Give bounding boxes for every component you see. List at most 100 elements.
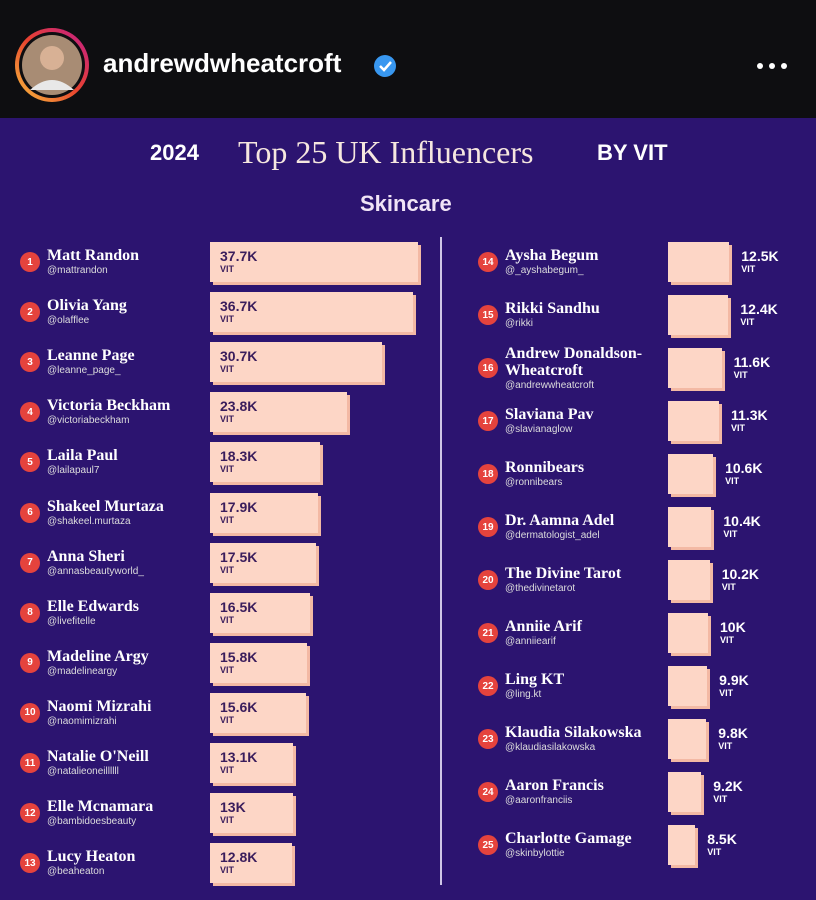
value-unit: VIT <box>220 865 235 876</box>
influencer-name: Leanne Page <box>47 347 135 365</box>
rank-badge: 7 <box>20 552 40 573</box>
value-unit: VIT <box>220 815 235 826</box>
rank-badge: 10 <box>20 702 40 723</box>
rank-badge: 15 <box>478 305 498 325</box>
influencer: Klaudia Silakowska @klaudiasilakowska <box>505 724 655 754</box>
influencer-name: Laila Paul <box>47 447 118 465</box>
influencer-handle: @shakeel.murtaza <box>47 515 131 527</box>
influencer-handle: @annasbeautyworld_ <box>47 565 144 577</box>
influencer-handle: @andrewwheatcroft <box>505 379 595 391</box>
bar <box>210 743 294 783</box>
rank-badge: 5 <box>20 452 40 473</box>
influencer-handle: @leanne_page_ <box>47 365 121 377</box>
value-unit: VIT <box>220 765 235 775</box>
value-unit: VIT <box>707 847 722 857</box>
value-label: 15.6K <box>220 698 258 715</box>
bar <box>668 295 729 335</box>
value-label: 18.3K <box>220 448 258 465</box>
influencer-name: Madeline Argy <box>47 647 149 665</box>
value-label: 12.5K <box>741 248 779 264</box>
value-unit: VIT <box>741 264 756 274</box>
value-unit: VIT <box>220 664 235 675</box>
more-options[interactable] <box>757 63 787 69</box>
bar <box>668 613 708 653</box>
influencer-handle: @_ayshabegum_ <box>505 265 584 276</box>
value-unit: VIT <box>720 635 735 645</box>
bar <box>210 242 418 282</box>
bar <box>210 442 320 483</box>
value-label: 10.6K <box>725 460 763 476</box>
influencer: Anna Sheri @annasbeautyworld_ <box>47 548 207 578</box>
influencer: Madeline Argy @madelineargy <box>47 648 207 678</box>
value-label: 16.5K <box>220 598 258 615</box>
rank-badge: 3 <box>20 352 40 373</box>
influencer-name: Aaron Francis <box>505 777 604 794</box>
influencer: Aysha Begum @_ayshabegum_ <box>505 247 655 277</box>
influencer-handle: @natalieoneillllll <box>47 766 119 777</box>
influencer-handle: @victoriabeckham <box>47 415 130 427</box>
byline: BY VIT <box>597 140 668 165</box>
influencer-handle: @olafflee <box>47 315 90 327</box>
influencer-name: Aysha Begum <box>505 247 599 264</box>
rank-badge: 20 <box>478 570 498 590</box>
value-unit: VIT <box>731 423 746 433</box>
value-unit: VIT <box>725 476 740 486</box>
year: 2024 <box>150 140 199 165</box>
value-unit: VIT <box>220 414 235 425</box>
bar <box>668 242 730 282</box>
influencer: Ronnibears @ronnibears <box>505 459 655 489</box>
rank-badge: 24 <box>478 782 498 802</box>
bar <box>210 542 316 583</box>
rank-badge: 14 <box>478 252 498 272</box>
bar <box>210 692 306 733</box>
value-unit: VIT <box>220 614 235 625</box>
bar <box>210 392 348 433</box>
value-label: 10.4K <box>723 513 761 529</box>
influencer-handle: @klaudiasilakowska <box>505 742 596 753</box>
influencer-handle: @lailapaul7 <box>47 465 100 477</box>
influencer-name: Elle Edwards <box>47 597 140 615</box>
header-icons <box>15 28 787 102</box>
influencer: Naomi Mizrahi @naomimizrahi <box>47 698 207 728</box>
value-unit: VIT <box>220 314 235 325</box>
rank-badge: 11 <box>20 753 40 773</box>
influencer-handle: @rikki <box>505 318 533 329</box>
bar <box>210 642 307 683</box>
influencer-name: Olivia Yang <box>47 297 127 315</box>
influencer-handle: @dermatologist_adel <box>505 530 600 541</box>
influencer-name: The Divine Tarot <box>505 565 622 582</box>
value-label: 9.8K <box>718 725 748 741</box>
username[interactable]: andrewdwheatcroft <box>103 48 342 78</box>
value-unit: VIT <box>220 364 235 375</box>
value-label: 23.8K <box>220 398 258 415</box>
value-unit: VIT <box>740 317 755 327</box>
value-unit: VIT <box>713 794 728 804</box>
influencer-handle: @madelineargy <box>47 665 118 677</box>
rank-badge: 23 <box>478 729 498 749</box>
influencer: Ling KT @ling.kt <box>505 671 655 701</box>
bar <box>210 492 318 533</box>
bar <box>668 348 722 388</box>
influencer: Rikki Sandhu @rikki <box>505 300 655 330</box>
rank-badge: 6 <box>20 502 40 523</box>
value-label: 36.7K <box>220 298 258 315</box>
divider <box>440 237 442 885</box>
influencer-handle: @livefitelle <box>47 615 96 627</box>
rank-badge: 4 <box>20 402 40 423</box>
bar <box>668 454 714 494</box>
bar <box>668 560 710 600</box>
influencer: Laila Paul @lailapaul7 <box>47 447 207 477</box>
rank-badge: 8 <box>20 602 40 623</box>
influencer-name: Lucy Heaton <box>47 848 136 866</box>
value-unit: VIT <box>721 582 736 592</box>
value-unit: VIT <box>220 714 235 725</box>
influencer-handle: @aaronfranciis <box>505 795 573 806</box>
influencer: Victoria Beckham @victoriabeckham <box>47 397 207 427</box>
influencer-name: Dr. Aamna Adel <box>505 512 615 529</box>
influencer-handle: @mattrandon <box>47 265 108 276</box>
influencer-name: Ronnibears <box>505 459 585 476</box>
bar <box>668 719 707 759</box>
value-label: 17.5K <box>220 548 258 565</box>
bar <box>668 825 696 865</box>
